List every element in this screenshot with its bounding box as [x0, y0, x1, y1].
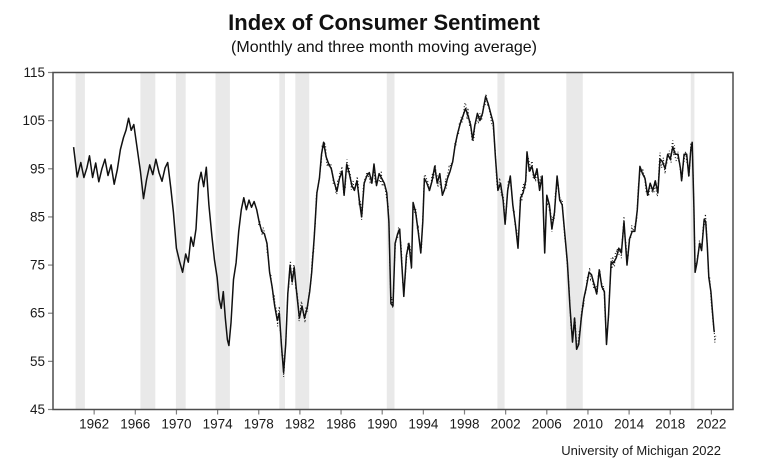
- chart-subtitle: (Monthly and three month moving average): [231, 39, 537, 56]
- y-axis-label: 105: [22, 113, 45, 128]
- recession-band: [566, 72, 583, 410]
- y-axis-label: 115: [23, 65, 45, 80]
- y-axis-label: 45: [30, 402, 45, 417]
- recession-band: [386, 72, 395, 410]
- y-axis-label: 65: [30, 306, 45, 321]
- x-axis-label: 1970: [161, 417, 191, 432]
- x-axis-label: 1994: [408, 417, 439, 432]
- recession-band: [75, 72, 85, 410]
- source-credit: University of Michigan 2022: [561, 443, 721, 458]
- x-axis-label: 1982: [285, 417, 315, 432]
- y-axis-label: 75: [30, 258, 45, 273]
- y-axis-label: 95: [30, 161, 45, 176]
- x-axis-label: 2010: [573, 417, 603, 432]
- x-axis-label: 1998: [449, 417, 479, 432]
- x-axis-label: 1974: [203, 417, 234, 432]
- x-axis-label: 2014: [614, 417, 645, 432]
- recession-band: [279, 72, 285, 410]
- x-axis-label: 1978: [244, 417, 274, 432]
- recession-band: [295, 72, 310, 410]
- y-axis-label: 85: [30, 209, 45, 224]
- recession-band: [140, 72, 156, 410]
- recession-band: [215, 72, 230, 410]
- recession-band: [497, 72, 505, 410]
- recession-band: [175, 72, 186, 410]
- monthly-series-line: [258, 93, 717, 378]
- moving-average-line: [72, 95, 716, 374]
- recession-band: [690, 72, 695, 410]
- x-axis-label: 1986: [326, 417, 356, 432]
- plot-frame: [52, 71, 734, 411]
- x-axis-label: 2018: [655, 417, 685, 432]
- x-axis-label: 2006: [532, 417, 562, 432]
- x-axis-label: 1990: [367, 417, 397, 432]
- x-axis-label: 1962: [79, 417, 109, 432]
- chart-title: Index of Consumer Sentiment: [228, 10, 540, 35]
- x-axis-label: 1966: [120, 417, 150, 432]
- y-axis-label: 55: [30, 354, 45, 369]
- x-axis-label: 2022: [696, 417, 726, 432]
- x-axis-label: 2002: [491, 417, 521, 432]
